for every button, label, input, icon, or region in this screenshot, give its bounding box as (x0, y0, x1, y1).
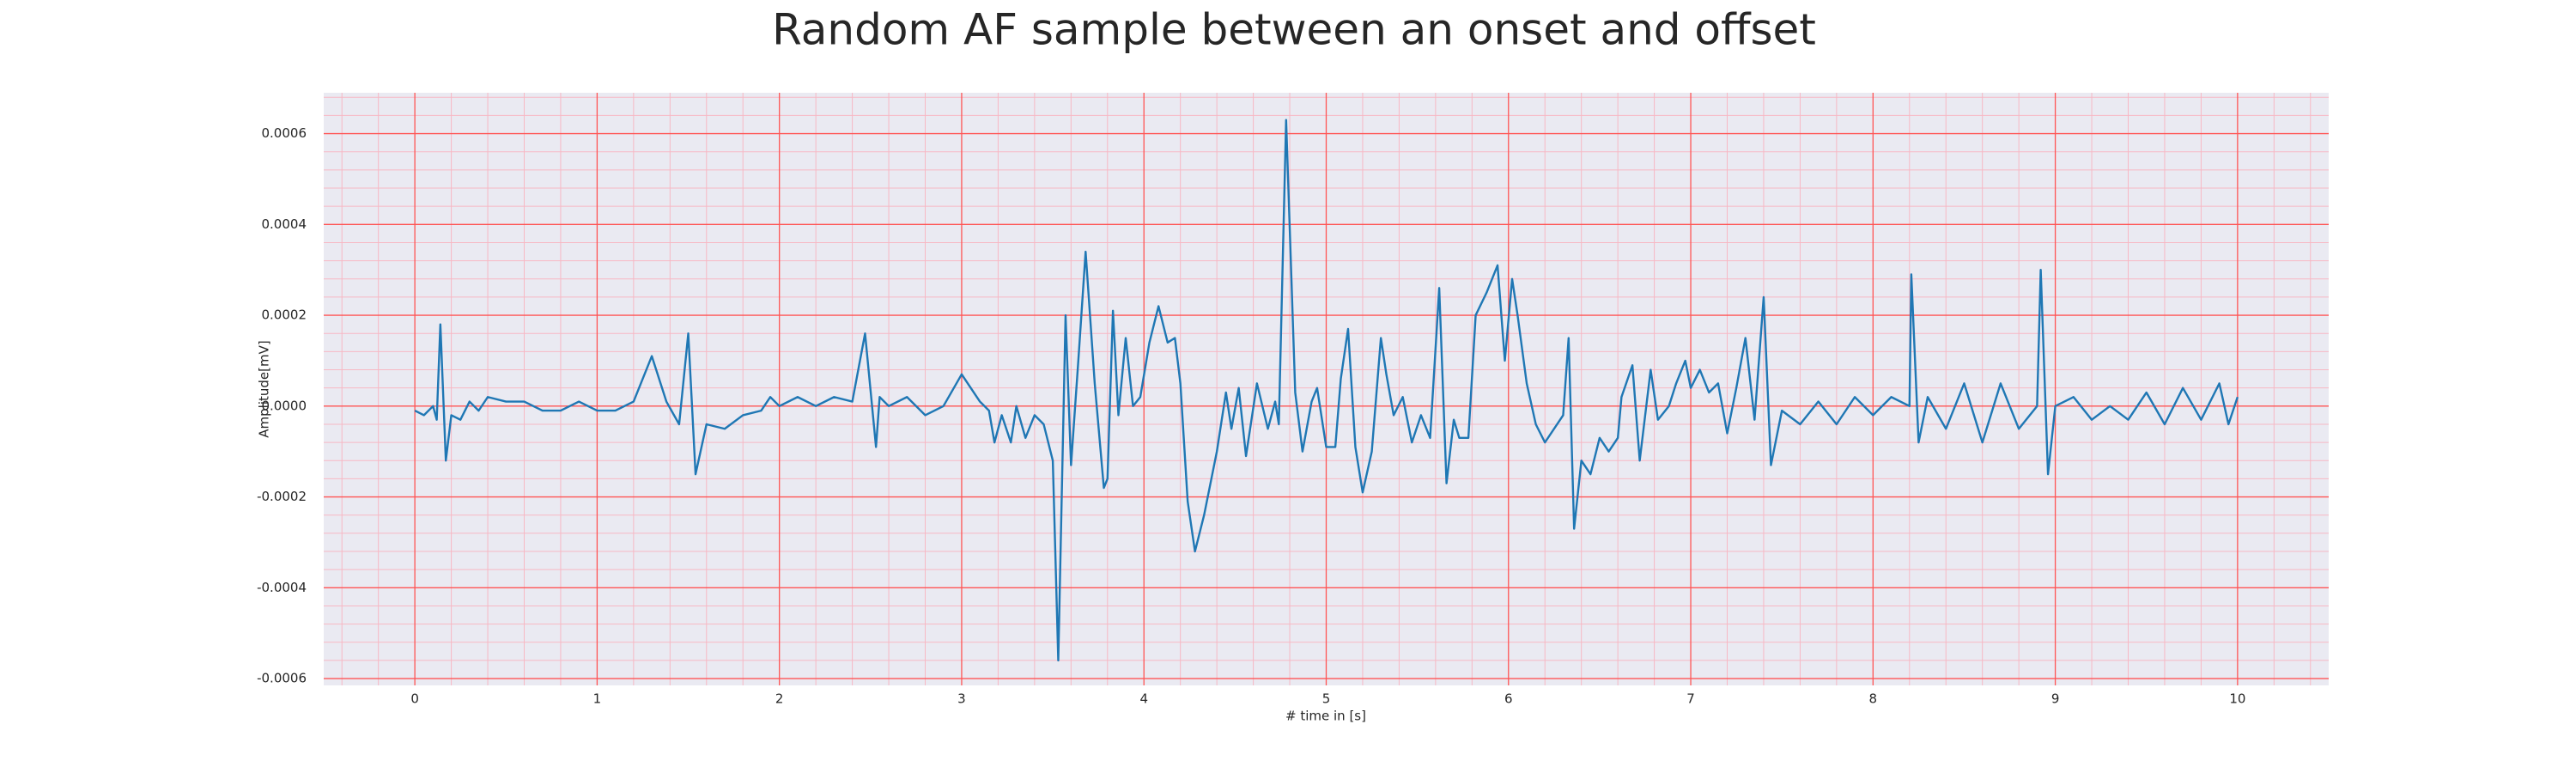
x-tick-label: 1 (593, 691, 602, 707)
x-tick-label: 5 (1322, 691, 1331, 707)
y-tick-label: -0.0004 (257, 580, 307, 595)
y-axis-label: Amplitude[mV] (257, 340, 272, 437)
y-tick-label: 0.0004 (262, 216, 307, 232)
y-tick-label: -0.0006 (257, 671, 307, 686)
chart-title: Random AF sample between an onset and of… (772, 5, 1816, 55)
y-tick-label: 0.0006 (262, 125, 307, 141)
y-tick-label: 0.0000 (262, 398, 307, 413)
x-tick-label: 6 (1504, 691, 1513, 707)
x-tick-label: 9 (2051, 691, 2060, 707)
y-tick-label: -0.0002 (257, 489, 307, 504)
x-tick-label: 3 (957, 691, 966, 707)
x-tick-label: 7 (1686, 691, 1695, 707)
signal-line (414, 119, 2239, 662)
x-axis-label: # time in [s] (1285, 709, 1366, 724)
x-tick-label: 4 (1139, 691, 1148, 707)
x-tick-label: 0 (410, 691, 419, 707)
x-tick-label: 2 (775, 691, 784, 707)
x-tick-label: 8 (1869, 691, 1878, 707)
y-tick-label: 0.0002 (262, 307, 307, 323)
x-tick-label: 10 (2229, 691, 2245, 707)
